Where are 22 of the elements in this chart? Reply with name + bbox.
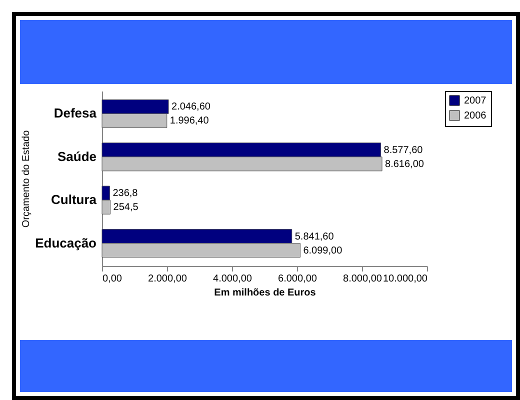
legend-label: 2006 <box>464 110 487 122</box>
legend-label: 2007 <box>464 96 487 106</box>
x-tick-label: 10.000,00 <box>383 274 428 284</box>
x-tick-label: 4.000,00 <box>213 274 252 284</box>
x-tick-label: 6.000,00 <box>278 274 318 284</box>
data-label: 8.577,60 <box>384 144 424 156</box>
data-label: 2.046,60 <box>172 102 211 113</box>
y-tick-label: Defesa <box>54 106 98 121</box>
data-label: 6.099,00 <box>303 245 343 256</box>
data-label: 5.841,60 <box>294 231 334 242</box>
data-label: 8.616,00 <box>385 158 424 170</box>
y-tick-label: Educação <box>35 235 97 250</box>
x-tick-label: 8.000,00 <box>343 274 382 284</box>
data-label: 236,8 <box>112 188 138 200</box>
y-tick-label: Saúde <box>57 148 96 164</box>
x-tick-label: 0,00 <box>102 274 122 284</box>
data-label: 254,5 <box>113 202 139 214</box>
x-tick-label: 2.000,00 <box>148 274 188 284</box>
y-tick-label: Cultura <box>51 192 98 208</box>
y-axis-title: Orçamento do Estado <box>21 130 32 228</box>
x-axis-title: Em milhões de Euros <box>214 288 316 298</box>
data-label: 1.996,40 <box>170 116 210 127</box>
